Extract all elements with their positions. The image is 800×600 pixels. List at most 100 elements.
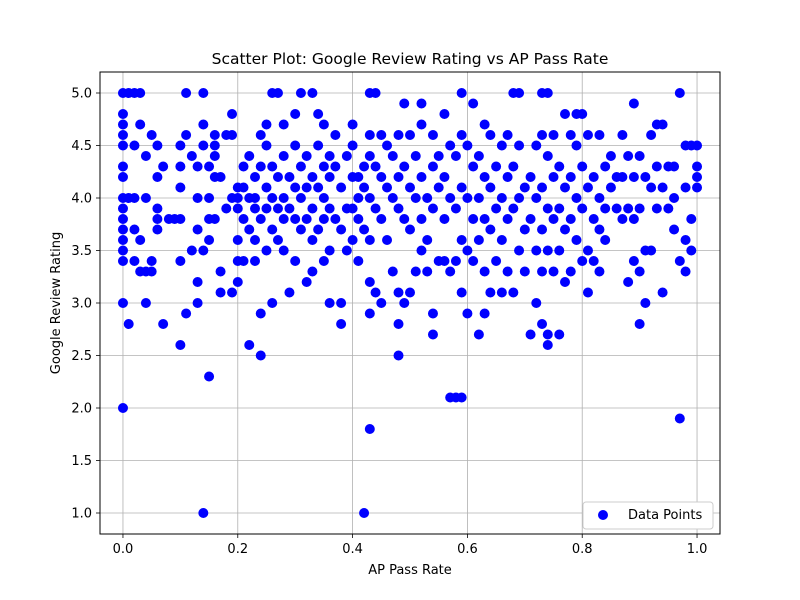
data-point xyxy=(542,245,553,256)
data-point xyxy=(347,119,358,130)
data-point xyxy=(560,277,570,287)
data-point xyxy=(140,298,151,308)
data-point xyxy=(588,172,599,182)
data-point xyxy=(416,245,427,256)
data-point xyxy=(209,130,220,140)
data-point xyxy=(674,88,685,98)
data-point xyxy=(255,161,266,172)
data-point xyxy=(560,182,570,193)
data-point xyxy=(399,161,410,172)
data-point xyxy=(267,224,278,235)
data-point xyxy=(628,256,639,266)
data-point xyxy=(313,140,324,151)
data-point xyxy=(405,182,415,193)
data-point xyxy=(456,235,467,245)
data-point xyxy=(117,161,128,172)
data-point xyxy=(146,256,157,266)
data-point xyxy=(117,130,128,140)
legend: Data Points xyxy=(582,501,714,530)
data-point xyxy=(393,172,404,182)
data-point xyxy=(623,203,634,214)
data-point xyxy=(594,266,605,277)
data-point xyxy=(399,98,410,109)
data-point xyxy=(525,214,536,224)
data-point xyxy=(204,193,215,203)
data-point xyxy=(577,256,588,266)
data-point xyxy=(250,235,260,245)
data-point xyxy=(267,193,278,203)
data-point xyxy=(554,203,565,214)
data-point xyxy=(427,130,438,140)
data-point xyxy=(519,266,530,277)
y-tick-label: 3.5 xyxy=(71,244,92,259)
data-point xyxy=(370,88,381,98)
data-point xyxy=(152,214,163,224)
data-point xyxy=(456,392,467,403)
data-point xyxy=(473,329,484,340)
data-point xyxy=(496,287,507,298)
x-tick-label: 0.2 xyxy=(227,542,248,557)
data-point xyxy=(221,203,232,214)
y-tick-label: 3.0 xyxy=(71,297,92,312)
data-point xyxy=(370,287,381,298)
data-point xyxy=(496,140,507,151)
data-point xyxy=(502,214,513,224)
data-point xyxy=(416,119,427,130)
data-point xyxy=(508,203,519,214)
data-point xyxy=(496,235,507,245)
data-point xyxy=(301,277,312,287)
data-point xyxy=(462,140,473,151)
data-point xyxy=(623,151,634,161)
x-axis-label: AP Pass Rate xyxy=(368,563,452,578)
data-point xyxy=(290,109,301,119)
data-point xyxy=(692,182,703,193)
data-point xyxy=(502,172,513,182)
data-point xyxy=(284,287,295,298)
data-point xyxy=(382,182,393,193)
data-point xyxy=(272,172,283,182)
data-point xyxy=(594,130,605,140)
data-point xyxy=(192,161,203,172)
data-point xyxy=(301,214,312,224)
data-point xyxy=(152,224,163,235)
data-point xyxy=(514,88,525,98)
data-point xyxy=(473,193,484,203)
data-point xyxy=(617,214,628,224)
data-point xyxy=(250,203,260,214)
data-point xyxy=(542,340,553,350)
data-point xyxy=(433,182,444,193)
data-point xyxy=(594,193,605,203)
y-axis-label: Google Review Rating xyxy=(49,232,64,374)
data-point xyxy=(422,266,433,277)
data-point xyxy=(336,182,347,193)
data-point xyxy=(433,151,444,161)
chart-title: Scatter Plot: Google Review Rating vs AP… xyxy=(212,50,609,68)
data-point xyxy=(450,151,461,161)
data-point xyxy=(473,235,484,245)
data-point xyxy=(617,172,628,182)
data-point xyxy=(272,235,283,245)
data-point xyxy=(468,98,479,109)
data-point xyxy=(318,193,329,203)
data-point xyxy=(117,109,128,119)
data-point xyxy=(686,214,697,224)
data-point xyxy=(680,235,691,245)
data-point xyxy=(186,245,197,256)
data-point xyxy=(427,329,438,340)
data-point xyxy=(295,193,306,203)
data-point xyxy=(393,203,404,214)
data-point xyxy=(290,214,301,224)
y-tick-label: 5.0 xyxy=(71,87,92,102)
data-point xyxy=(255,308,266,319)
data-point xyxy=(209,151,220,161)
data-point xyxy=(204,235,215,245)
data-point xyxy=(267,161,278,172)
y-tick-label: 2.0 xyxy=(71,402,92,417)
data-point xyxy=(181,88,192,98)
data-point xyxy=(278,214,289,224)
data-point xyxy=(175,140,186,151)
data-point xyxy=(387,266,398,277)
data-point xyxy=(370,203,381,214)
data-point xyxy=(359,508,370,518)
data-point xyxy=(496,193,507,203)
